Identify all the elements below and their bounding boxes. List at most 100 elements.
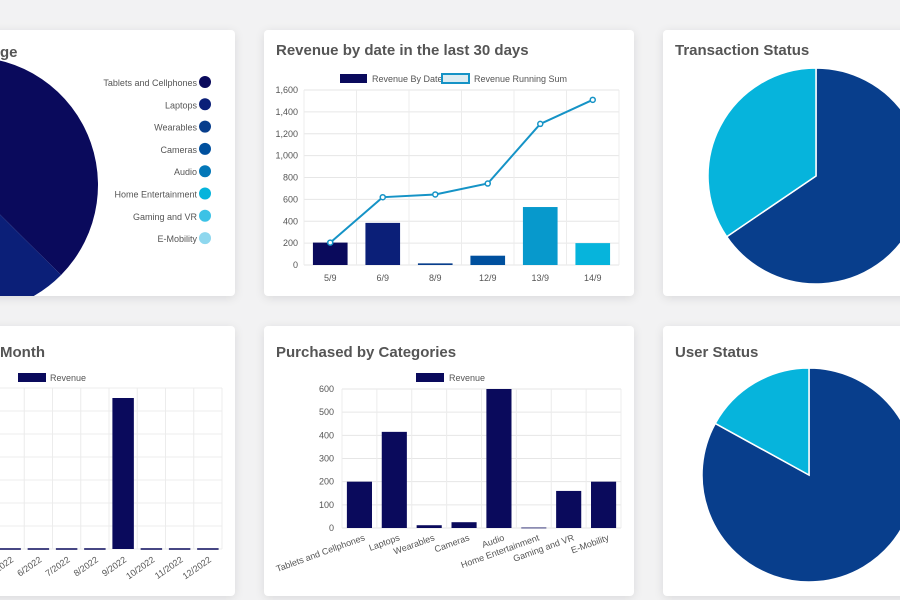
legend-label: Tablets and Cellphones xyxy=(103,78,197,88)
bar-revenue xyxy=(591,481,617,528)
x-tick-label: 6/9 xyxy=(376,273,389,283)
legend-label: Home Entertainment xyxy=(114,190,197,200)
card-title: Transaction Status xyxy=(675,42,810,59)
pie-slice xyxy=(714,367,810,477)
bar-revenue xyxy=(556,490,582,528)
legend-swatch-revenue xyxy=(18,373,46,382)
user-status-card: User Status xyxy=(663,326,900,596)
category-pie-chart: Tablets and Cellphones Laptops Wearables Ca… xyxy=(0,60,211,296)
pie-slice xyxy=(707,67,817,238)
x-tick-label: E-Mobility xyxy=(570,532,611,555)
y-tick-label: 1,000 xyxy=(275,151,298,161)
revenue-by-date-card: Revenue by date in the last 30 days Reve… xyxy=(264,30,634,296)
bar-revenue xyxy=(451,522,477,528)
pie-slice xyxy=(725,67,900,285)
bar-revenue-by-date xyxy=(470,255,506,265)
legend-label: Revenue xyxy=(449,373,485,383)
pie-slice-tablets-and-cellphones xyxy=(0,60,98,275)
legend-swatch xyxy=(199,187,211,200)
y-tick-label: 600 xyxy=(319,384,334,394)
legend-swatch xyxy=(199,98,211,111)
legend-label: Cameras xyxy=(160,145,197,155)
legend-label: Wearables xyxy=(154,123,197,133)
running-sum-point xyxy=(327,239,334,246)
y-tick-label: 1,600 xyxy=(275,85,298,95)
x-tick-label: 12/2022 xyxy=(181,554,213,581)
x-tick-label: 7/2022 xyxy=(43,554,71,578)
category-pie-card: ge Tablets and Cellphones Laptops Wearable… xyxy=(0,30,235,296)
running-sum-line xyxy=(329,98,594,244)
card-title: User Status xyxy=(675,344,759,361)
card-title: ge xyxy=(0,44,18,61)
bar-revenue xyxy=(486,389,512,528)
bar-revenue xyxy=(112,398,134,549)
legend-swatch xyxy=(199,120,211,133)
legend-swatch-revenue xyxy=(416,373,444,382)
bar-revenue-by-date xyxy=(312,242,348,265)
y-tick-label: 200 xyxy=(283,238,298,248)
x-tick-label: 14/9 xyxy=(584,273,602,283)
x-tick-label: Cameras xyxy=(433,532,471,554)
x-tick-label: 6/2022 xyxy=(15,554,43,578)
bar-revenue-by-date xyxy=(575,243,611,265)
legend-swatch-running-sum xyxy=(441,73,470,84)
legend-label: E-Mobility xyxy=(157,234,197,244)
running-sum-point xyxy=(379,193,386,201)
x-tick-label: 9/2022 xyxy=(100,554,128,578)
x-tick-label: 11/2022 xyxy=(153,554,185,580)
x-tick-label: 13/9 xyxy=(531,273,549,283)
card-title: Month xyxy=(0,344,45,361)
legend-label: Gaming and VR xyxy=(133,212,198,222)
y-tick-label: 0 xyxy=(293,260,298,270)
legend-swatch xyxy=(199,165,211,178)
purchased-by-categories-card: Purchased by Categories Revenue 0 100 200 30… xyxy=(264,326,634,596)
transaction-status-chart xyxy=(707,67,900,285)
bar-revenue xyxy=(381,431,407,528)
y-tick-label: 200 xyxy=(319,477,334,487)
running-sum-point xyxy=(432,191,439,198)
legend-label: Laptops xyxy=(165,100,198,110)
y-tick-label: 0 xyxy=(329,523,334,533)
x-tick-label: 10/2022 xyxy=(124,554,156,581)
user-status-chart xyxy=(701,367,900,583)
purchased-by-categories-chart: Revenue 0 100 200 300 400 500 600 Tablets and Ce… xyxy=(275,373,622,574)
legend-label: Revenue By Date xyxy=(372,74,443,84)
x-tick-label: 12/9 xyxy=(479,273,497,283)
bar-revenue-by-date xyxy=(417,263,453,265)
legend-label: Audio xyxy=(174,167,197,177)
y-tick-label: 100 xyxy=(319,500,334,510)
running-sum-point xyxy=(537,120,544,128)
running-sum-point xyxy=(484,180,491,187)
x-tick-label: 5/9 xyxy=(324,273,337,283)
bar-revenue-by-date xyxy=(365,222,401,265)
pie-slice xyxy=(701,367,900,583)
y-tick-label: 1,400 xyxy=(275,107,298,117)
legend-swatch-revenue-by-date xyxy=(340,74,367,83)
y-tick-label: 1,200 xyxy=(275,129,298,139)
monthly-revenue-chart: Revenue 5/2022 6/2022 7/2022 8/2022 9/202210/… xyxy=(0,373,223,581)
legend-swatch xyxy=(199,142,211,155)
y-tick-label: 600 xyxy=(283,194,298,204)
legend-swatch xyxy=(199,76,211,88)
y-tick-label: 300 xyxy=(319,454,334,464)
legend-label: Revenue xyxy=(50,373,86,383)
y-tick-label: 400 xyxy=(283,216,298,226)
bar-revenue xyxy=(521,527,547,529)
pie-slice-laptops xyxy=(0,214,62,296)
x-tick-label: 8/9 xyxy=(429,273,442,283)
transaction-status-card: Transaction Status xyxy=(663,30,900,296)
x-tick-label: 5/2022 xyxy=(0,554,15,578)
x-tick-label: 8/2022 xyxy=(72,554,100,578)
legend-label: Revenue Running Sum xyxy=(474,74,567,84)
bar-revenue xyxy=(346,481,372,528)
card-title: Purchased by Categories xyxy=(276,344,457,361)
bar-revenue-by-date xyxy=(522,207,558,265)
y-tick-label: 800 xyxy=(283,173,298,183)
legend-swatch xyxy=(199,232,211,245)
bar-revenue xyxy=(416,525,442,528)
revenue-by-date-chart: Revenue By Date Revenue Running Sum 0 200 40… xyxy=(275,73,620,283)
legend-swatch xyxy=(199,209,211,222)
x-tick-label: Tablets and Cellphones xyxy=(275,532,367,574)
card-title: Revenue by date in the last 30 days xyxy=(276,42,529,59)
y-tick-label: 400 xyxy=(319,430,334,440)
